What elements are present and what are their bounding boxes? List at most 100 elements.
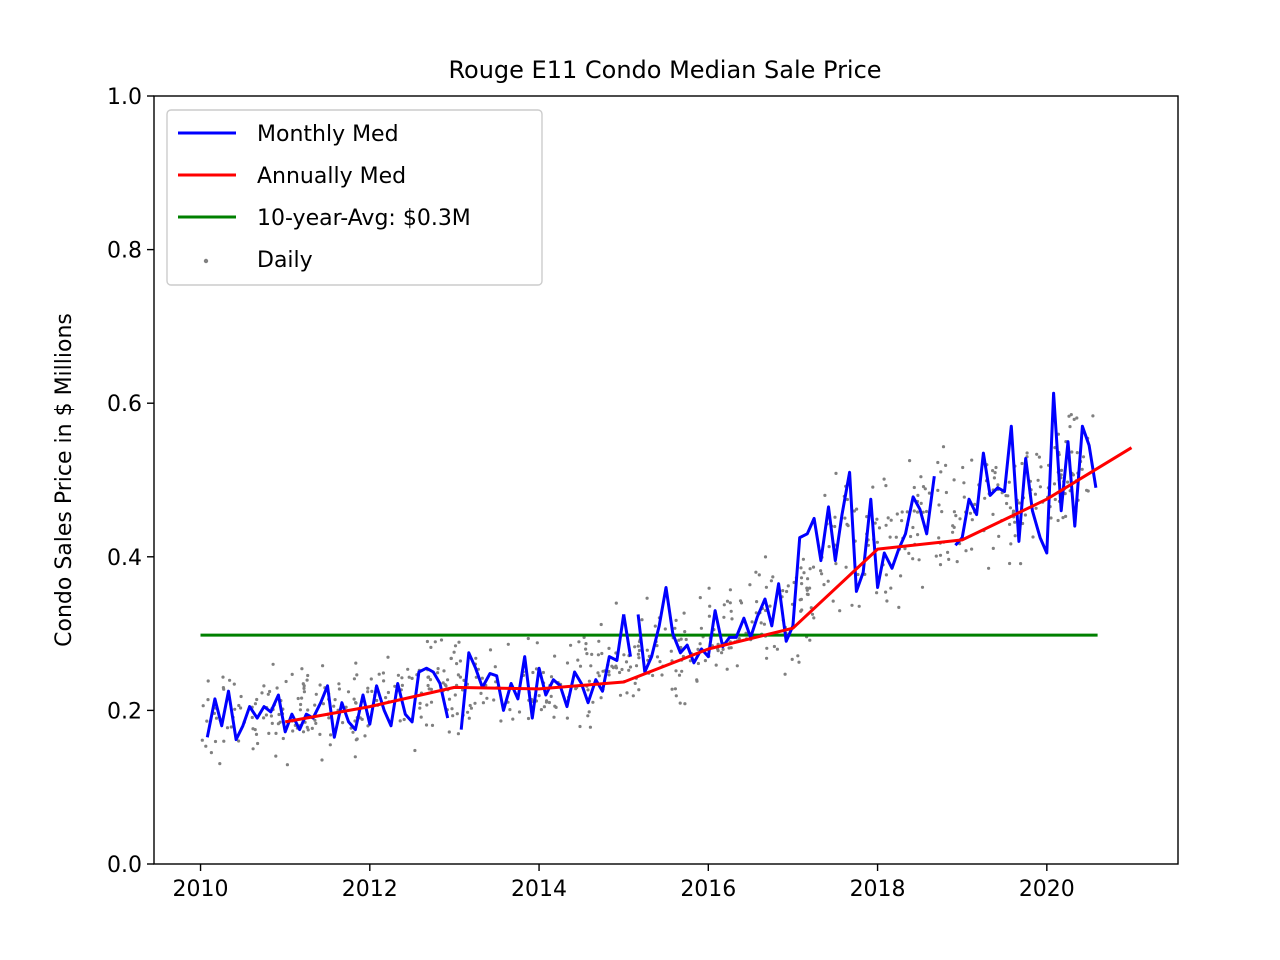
daily-point <box>256 741 260 746</box>
daily-point <box>407 675 411 679</box>
daily-point <box>406 667 410 671</box>
daily-point <box>951 530 955 534</box>
daily-point <box>722 615 726 619</box>
daily-point <box>584 647 588 651</box>
daily-point <box>228 678 232 682</box>
daily-point <box>952 510 957 514</box>
daily-point <box>833 515 837 519</box>
daily-point <box>944 490 949 495</box>
daily-point <box>1031 535 1035 539</box>
daily-point <box>206 698 210 702</box>
daily-point <box>582 635 586 640</box>
daily-point <box>1075 451 1079 455</box>
daily-point <box>318 732 322 737</box>
daily-point <box>320 758 324 762</box>
daily-point <box>645 648 649 652</box>
daily-point <box>938 563 943 567</box>
daily-point <box>1005 501 1009 506</box>
daily-point <box>993 471 997 475</box>
series-line-monthly-med <box>459 614 626 730</box>
daily-point <box>541 670 546 675</box>
daily-point <box>400 683 404 688</box>
daily-point <box>268 689 272 694</box>
daily-point <box>707 586 711 590</box>
daily-point <box>298 708 302 712</box>
daily-point <box>353 755 357 759</box>
daily-point <box>735 664 739 668</box>
daily-point <box>812 616 816 620</box>
y-tick-label: 0.2 <box>107 699 142 724</box>
daily-point <box>221 686 225 690</box>
daily-point <box>708 604 712 608</box>
daily-point <box>1080 467 1084 471</box>
daily-point <box>274 731 278 736</box>
daily-point <box>351 730 355 734</box>
daily-point <box>768 604 772 608</box>
daily-point <box>386 690 390 695</box>
daily-point <box>587 710 591 714</box>
daily-point <box>534 667 539 671</box>
daily-point <box>1072 417 1076 421</box>
daily-point <box>584 642 588 646</box>
daily-point <box>1009 542 1013 546</box>
daily-point <box>456 732 460 736</box>
daily-point <box>696 647 700 652</box>
daily-point <box>1036 478 1040 482</box>
y-tick-label: 1.0 <box>107 85 142 110</box>
daily-point <box>446 678 450 682</box>
series-line-monthly-med <box>622 614 632 657</box>
daily-point <box>277 712 281 717</box>
daily-point <box>369 677 373 681</box>
daily-point <box>444 684 448 688</box>
daily-point <box>354 701 358 705</box>
daily-point <box>682 611 686 615</box>
daily-point <box>763 555 768 559</box>
daily-point <box>765 646 769 650</box>
daily-point <box>992 476 997 480</box>
daily-point <box>882 477 886 481</box>
daily-point <box>291 729 295 733</box>
daily-point <box>618 670 622 675</box>
daily-point <box>714 663 718 667</box>
daily-point <box>1008 561 1012 566</box>
y-tick-label: 0.4 <box>107 546 142 571</box>
daily-point <box>759 621 763 625</box>
daily-point <box>327 716 331 720</box>
daily-point <box>669 649 673 653</box>
daily-point <box>321 702 325 706</box>
daily-point <box>946 550 950 555</box>
daily-point <box>549 675 554 679</box>
daily-point <box>600 651 604 656</box>
daily-point <box>418 701 422 706</box>
daily-point <box>610 664 614 668</box>
daily-point <box>968 511 973 515</box>
daily-point <box>769 579 774 583</box>
daily-point <box>775 647 780 651</box>
daily-point <box>452 650 456 654</box>
daily-point <box>962 481 966 485</box>
legend-frame <box>166 109 543 286</box>
daily-point <box>352 677 356 681</box>
daily-point <box>884 590 888 594</box>
daily-point <box>884 573 889 577</box>
daily-point <box>820 572 824 576</box>
daily-point <box>467 716 471 720</box>
daily-point <box>899 574 903 578</box>
daily-point <box>684 637 688 642</box>
daily-point <box>944 463 948 467</box>
daily-point <box>938 553 943 557</box>
daily-point <box>549 694 553 699</box>
daily-point <box>214 716 219 720</box>
daily-point <box>729 646 733 650</box>
daily-point <box>321 664 325 668</box>
daily-point <box>886 516 890 520</box>
daily-point <box>970 458 974 462</box>
daily-point <box>260 691 264 695</box>
daily-point <box>366 686 370 690</box>
daily-point <box>725 667 729 671</box>
daily-point <box>313 703 317 707</box>
daily-point <box>875 517 879 521</box>
daily-point <box>455 662 459 666</box>
daily-point <box>449 656 453 661</box>
daily-point <box>597 674 601 678</box>
